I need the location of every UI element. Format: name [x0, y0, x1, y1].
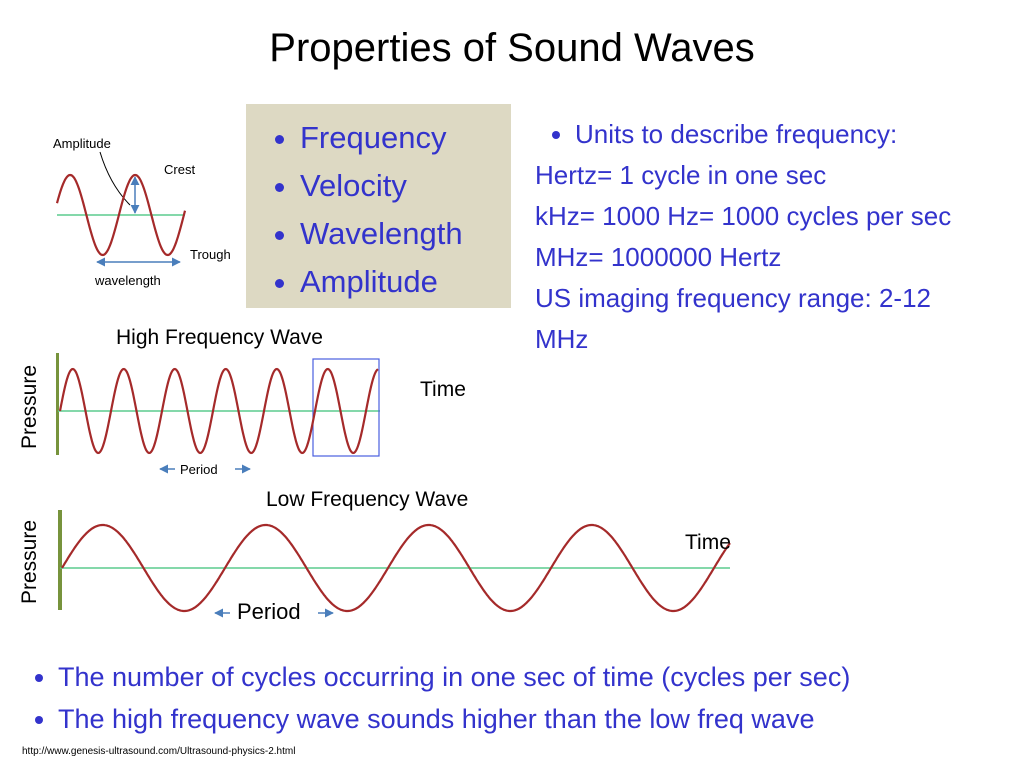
list-item: Frequency: [300, 114, 463, 162]
properties-box: [246, 104, 511, 308]
pressure-bar: [58, 510, 62, 610]
wave: [61, 523, 731, 613]
axis-label: Pressure: [18, 519, 42, 605]
period-box: [312, 358, 380, 457]
wave: [58, 367, 379, 455]
list-item: Amplitude: [300, 258, 463, 306]
source: http://www.genesis-ultrasound.com/Ultras…: [22, 746, 296, 757]
axis-label: Time: [685, 531, 731, 554]
list-item: The high frequency wave sounds higher th…: [58, 698, 850, 740]
list-item: Velocity: [300, 162, 463, 210]
label: Trough: [190, 247, 231, 262]
pressure-bar: [56, 353, 59, 455]
amplitude-pointer: [99, 151, 131, 206]
list-item: Units to describe frequency:: [575, 114, 1015, 155]
wave-title: Low Frequency Wave: [266, 488, 469, 511]
text-line: MHz= 1000000 Hertz: [535, 242, 782, 272]
label: Amplitude: [53, 136, 111, 151]
notes: The number of cycles occurring in one se…: [20, 656, 850, 740]
properties-list: Frequency Velocity Wavelength Amplitude: [260, 114, 463, 306]
units-text: Units to describe frequency: Hertz= 1 cy…: [535, 114, 1015, 360]
label: Crest: [164, 162, 196, 177]
title: Properties of Sound Waves: [269, 26, 755, 70]
wave: [55, 173, 187, 257]
label: Period: [237, 599, 301, 624]
text-line: US imaging frequency range: 2-12 MHz: [535, 283, 932, 354]
label: Period: [180, 462, 218, 477]
text-line: kHz= 1000 Hz= 1000 cycles per sec: [535, 201, 952, 231]
label: wavelength: [95, 273, 161, 288]
list-item: The number of cycles occurring in one se…: [58, 656, 850, 698]
axis-label: Pressure: [18, 364, 42, 450]
list-item: Wavelength: [300, 210, 463, 258]
text-line: Hertz= 1 cycle in one sec: [535, 160, 827, 190]
wave-title: High Frequency Wave: [116, 326, 323, 349]
axis-label: Time: [420, 378, 466, 401]
